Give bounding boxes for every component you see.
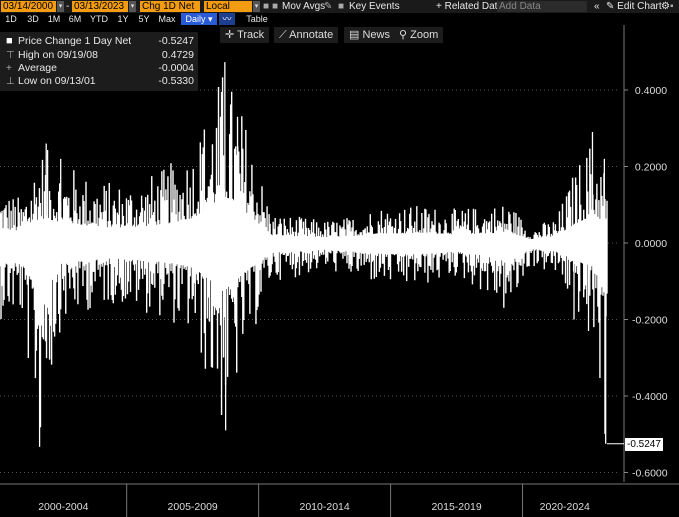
- pencil-icon[interactable]: ✎: [324, 1, 333, 12]
- mov-avgs-button[interactable]: Mov Avgs: [282, 1, 326, 12]
- x-tick-label: 2010-2014: [300, 501, 350, 513]
- table-button[interactable]: Table: [246, 14, 268, 24]
- legend-average-label: Average: [18, 62, 57, 74]
- news-button[interactable]: ▤ News: [344, 27, 395, 43]
- legend-low-label: Low on 09/13/01: [18, 75, 96, 87]
- period-1d[interactable]: 1D: [5, 14, 17, 24]
- start-date-dropdown-icon[interactable]: ▾: [57, 1, 64, 12]
- frequency-label: Daily: [185, 14, 206, 24]
- key-events-button[interactable]: Key Events: [349, 1, 400, 12]
- crosshair-icon: ✛: [225, 29, 235, 41]
- zoom-button[interactable]: ⚲ Zoom: [394, 27, 444, 43]
- chart-type-icon[interactable]: 〰: [219, 13, 235, 25]
- add-data-input[interactable]: Add Data: [497, 1, 587, 12]
- x-tick-label: 2015-2019: [431, 501, 481, 513]
- period-3d[interactable]: 3D: [27, 14, 39, 24]
- edit-chart-button[interactable]: ✎ Edit Chart: [606, 1, 662, 12]
- legend-average-value: -0.0004: [158, 62, 194, 74]
- edit-chart-label: Edit Chart: [617, 1, 662, 12]
- more-icon[interactable]: ▪: [670, 1, 674, 12]
- y-tick-label: 0.4000: [632, 85, 667, 97]
- date-separator: -: [66, 1, 70, 12]
- x-tick-label: 2000-2004: [38, 501, 88, 513]
- collapse-icon[interactable]: «: [594, 1, 600, 12]
- news-icon: ▤: [349, 29, 360, 41]
- legend-high-row: ⊤ High on 09/19/08 0.4729: [4, 49, 196, 62]
- line-icon: ⟋: [279, 29, 287, 41]
- last-value-label: -0.5247: [625, 437, 663, 451]
- price-change-chart[interactable]: 0.4000 0.2000 0.0000 -0.2000 -0.4000 -0.600…: [0, 25, 679, 517]
- legend-low-value: -0.5330: [158, 75, 194, 87]
- y-tick-label: -0.2000: [632, 315, 668, 327]
- legend-high-label: High on 09/19/08: [18, 49, 98, 61]
- average-marker-icon: +: [6, 63, 12, 74]
- legend-high-value: 0.4729: [161, 49, 194, 61]
- period-1y[interactable]: 1Y: [117, 14, 129, 24]
- series-bars: [0, 77, 608, 434]
- x-tick-label: 2020-2024: [540, 501, 590, 513]
- low-marker-icon: ⊥: [6, 76, 15, 87]
- period-toolbar: 1D 3D 1M 6M YTD 1Y 5Y Max Daily ▾ 〰 Tabl…: [0, 13, 679, 25]
- top-toolbar: 03/14/2000 ▾ - 03/13/2023 ▾ Chg 1D Net L…: [0, 0, 679, 23]
- key-events-checkbox-icon[interactable]: ■: [338, 1, 345, 12]
- field-selector[interactable]: Chg 1D Net: [140, 1, 200, 12]
- gear-icon[interactable]: ⚙: [661, 1, 670, 12]
- end-date-field[interactable]: 03/13/2023: [72, 1, 128, 12]
- y-tick-label: -0.6000: [632, 468, 668, 480]
- currency-dropdown-icon[interactable]: ▾: [253, 1, 260, 12]
- legend-low-row: ⊥ Low on 09/13/01 -0.5330: [4, 75, 196, 88]
- settings-icon[interactable]: ■: [263, 1, 270, 12]
- magnifier-icon: ⚲: [399, 29, 408, 41]
- y-tick-label: 0.0000: [632, 238, 667, 250]
- chart-legend: ■ Price Change 1 Day Net -0.5247 ⊤ High …: [0, 32, 198, 91]
- start-date-field[interactable]: 03/14/2000: [1, 1, 56, 12]
- period-max[interactable]: Max: [158, 14, 176, 24]
- zoom-label: Zoom: [410, 29, 439, 41]
- series-color-swatch-icon: ■: [6, 35, 13, 47]
- related-data-button[interactable]: + Related Dat: [436, 1, 498, 12]
- legend-series-row[interactable]: ■ Price Change 1 Day Net -0.5247: [4, 35, 196, 48]
- period-6m[interactable]: 6M: [68, 14, 82, 24]
- period-1m[interactable]: 1M: [47, 14, 61, 24]
- legend-average-row: + Average -0.0004: [4, 62, 196, 75]
- news-label: News: [362, 29, 390, 41]
- x-tick-label: 2005-2009: [168, 501, 218, 513]
- period-ytd[interactable]: YTD: [90, 14, 108, 24]
- track-label: Track: [237, 29, 265, 41]
- annotate-button[interactable]: ⟋ Annotate: [274, 27, 339, 43]
- period-5y[interactable]: 5Y: [138, 14, 150, 24]
- annotate-label: Annotate: [289, 29, 334, 41]
- y-tick-label: 0.2000: [632, 162, 667, 174]
- end-date-dropdown-icon[interactable]: ▾: [129, 1, 136, 12]
- y-tick-label: -0.4000: [632, 391, 668, 403]
- legend-last-value: -0.5247: [158, 35, 194, 47]
- frequency-selector[interactable]: Daily ▾: [181, 13, 217, 25]
- high-marker-icon: ⊤: [6, 50, 15, 61]
- track-button[interactable]: ✛ Track: [220, 27, 270, 43]
- currency-selector[interactable]: Local CCY: [204, 1, 252, 23]
- legend-series-name: Price Change 1 Day Net: [18, 35, 132, 47]
- mov-avgs-checkbox-icon[interactable]: ■: [272, 1, 279, 12]
